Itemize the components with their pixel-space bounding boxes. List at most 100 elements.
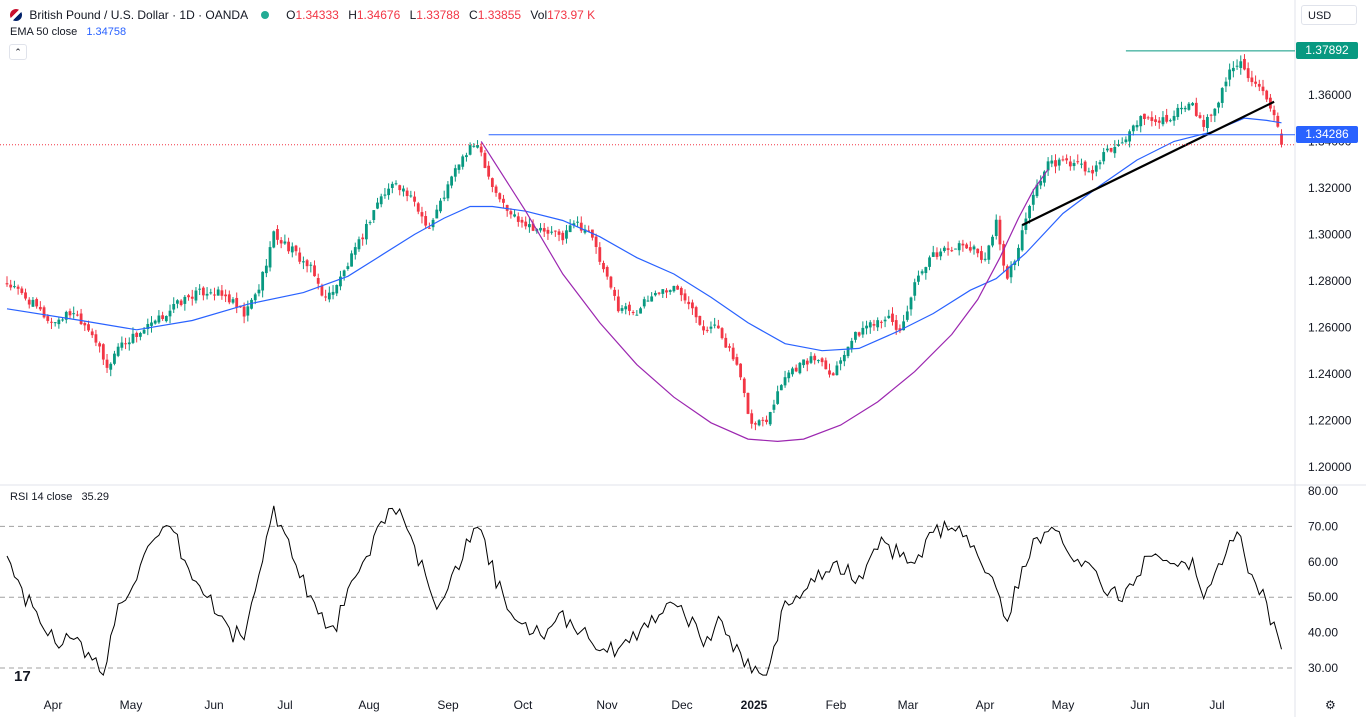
candle-body	[765, 419, 768, 423]
candle	[505, 204, 509, 217]
settings-icon[interactable]: ⚙	[1325, 698, 1336, 712]
rsi-tick-label: 80.00	[1308, 484, 1338, 498]
candle-body	[1280, 133, 1283, 145]
candle-body	[887, 315, 891, 319]
candle-body	[1187, 103, 1191, 110]
candle	[961, 239, 965, 252]
candle-body	[616, 296, 620, 312]
candle-body	[494, 186, 498, 193]
candle	[1176, 104, 1180, 120]
candle-body	[909, 297, 913, 310]
candle	[590, 229, 594, 241]
candle	[631, 310, 635, 316]
candle-body	[324, 296, 328, 298]
candle	[83, 321, 87, 332]
candle	[309, 262, 313, 273]
trendline	[1021, 100, 1275, 227]
candle	[857, 331, 861, 338]
candle-body	[390, 183, 394, 188]
candle	[335, 284, 339, 297]
candle	[424, 210, 428, 229]
x-tick-label: Jul	[1209, 698, 1224, 712]
candle-body	[657, 292, 661, 294]
candle	[1005, 264, 1009, 280]
candle-body	[828, 370, 831, 375]
candle-body	[1046, 161, 1050, 171]
candle-body	[709, 326, 713, 329]
candle-body	[1213, 108, 1217, 116]
candle	[413, 191, 416, 207]
candle	[650, 292, 654, 302]
candle	[1020, 224, 1024, 252]
candle	[450, 175, 453, 189]
candle	[1131, 124, 1135, 136]
candle	[787, 370, 791, 383]
candle-body	[287, 241, 290, 252]
candle-body	[194, 290, 198, 301]
candle	[235, 292, 239, 314]
candle	[220, 285, 224, 300]
candle	[346, 262, 350, 271]
candle	[113, 350, 116, 366]
x-tick-label: Jul	[277, 698, 292, 712]
candle-body	[1105, 148, 1109, 151]
candle	[1154, 115, 1157, 126]
candle	[1180, 101, 1183, 115]
candle-body	[557, 231, 561, 235]
candle	[161, 311, 165, 321]
symbol-title: British Pound / U.S. Dollar · 1D · OANDA	[29, 8, 248, 22]
currency-selector[interactable]: USD	[1301, 5, 1357, 25]
rsi-legend[interactable]: RSI 14 close 35.29	[10, 491, 109, 503]
candle	[539, 223, 542, 233]
candle	[702, 320, 705, 335]
candle-body	[16, 286, 20, 289]
candle-body	[1217, 102, 1220, 108]
candle-body	[79, 313, 83, 325]
candle	[805, 358, 809, 372]
candle-body	[413, 196, 416, 202]
ema-legend[interactable]: EMA 50 close 1.34758	[10, 26, 126, 38]
candle-body	[1206, 116, 1209, 129]
candle	[257, 284, 261, 297]
candle	[891, 307, 894, 326]
candle-body	[809, 356, 813, 363]
candle-body	[1209, 114, 1213, 116]
candle	[942, 245, 946, 253]
candle	[850, 337, 854, 353]
candle	[705, 326, 709, 333]
candle	[27, 297, 31, 309]
symbol-header[interactable]: British Pound / U.S. Dollar · 1D · OANDA…	[10, 8, 595, 22]
candle	[94, 329, 98, 347]
candle-body	[272, 231, 276, 248]
candle-body	[1117, 144, 1120, 147]
candle	[757, 419, 761, 427]
candle	[361, 233, 365, 246]
candle	[1035, 179, 1039, 199]
candle	[390, 181, 394, 194]
candle	[1050, 155, 1054, 168]
candle-body	[290, 246, 294, 253]
candle	[909, 296, 913, 316]
candle	[557, 228, 561, 242]
chevron-up-icon[interactable]: ⌃	[9, 44, 27, 60]
candle-body	[476, 145, 479, 148]
candle-body	[876, 320, 880, 328]
candle-body	[1220, 88, 1224, 103]
candle	[135, 331, 139, 343]
candle-body	[957, 243, 961, 251]
candle-body	[261, 271, 265, 291]
candle	[57, 317, 61, 329]
candle	[272, 230, 276, 249]
candle-body	[1080, 163, 1083, 165]
candle	[828, 363, 831, 378]
candle-body	[954, 248, 957, 250]
candle-body	[879, 321, 883, 323]
candle-body	[728, 346, 731, 348]
candle	[379, 193, 383, 208]
candle	[735, 353, 739, 366]
candle	[661, 289, 665, 298]
candle	[983, 252, 987, 262]
level-price-label: 1.34286	[1296, 125, 1358, 143]
candle	[950, 246, 954, 253]
